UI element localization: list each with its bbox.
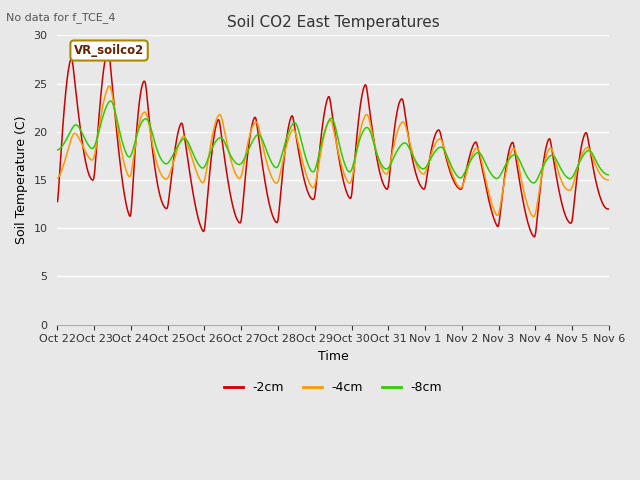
-8cm — [605, 172, 612, 178]
-8cm — [284, 132, 291, 138]
-4cm — [284, 139, 291, 144]
-8cm — [557, 166, 564, 171]
-2cm — [284, 129, 291, 135]
-4cm — [509, 146, 516, 152]
-4cm — [605, 177, 612, 183]
-2cm — [557, 195, 564, 201]
-4cm — [105, 83, 113, 89]
Line: -4cm: -4cm — [58, 86, 609, 216]
Text: No data for f_TCE_4: No data for f_TCE_4 — [6, 12, 116, 23]
Legend: -2cm, -4cm, -8cm: -2cm, -4cm, -8cm — [219, 376, 447, 399]
Text: VR_soilco2: VR_soilco2 — [74, 44, 144, 57]
-2cm — [54, 199, 61, 204]
-2cm — [104, 48, 112, 53]
-4cm — [418, 170, 426, 176]
-2cm — [605, 206, 612, 212]
Y-axis label: Soil Temperature (C): Soil Temperature (C) — [15, 116, 28, 244]
Title: Soil CO2 East Temperatures: Soil CO2 East Temperatures — [227, 15, 440, 30]
-2cm — [270, 216, 278, 222]
X-axis label: Time: Time — [318, 350, 349, 363]
-8cm — [107, 98, 115, 104]
-2cm — [418, 185, 426, 191]
Line: -2cm: -2cm — [58, 50, 609, 237]
-4cm — [176, 140, 184, 146]
-8cm — [270, 164, 278, 169]
Line: -8cm: -8cm — [58, 101, 609, 183]
-8cm — [509, 153, 516, 158]
-2cm — [176, 124, 184, 130]
-2cm — [509, 140, 516, 145]
-2cm — [531, 234, 538, 240]
-4cm — [270, 179, 278, 184]
-4cm — [557, 176, 564, 181]
-8cm — [529, 180, 537, 186]
-4cm — [529, 214, 537, 219]
-4cm — [54, 175, 61, 181]
-8cm — [176, 140, 184, 146]
-8cm — [418, 166, 426, 171]
-8cm — [54, 147, 61, 153]
